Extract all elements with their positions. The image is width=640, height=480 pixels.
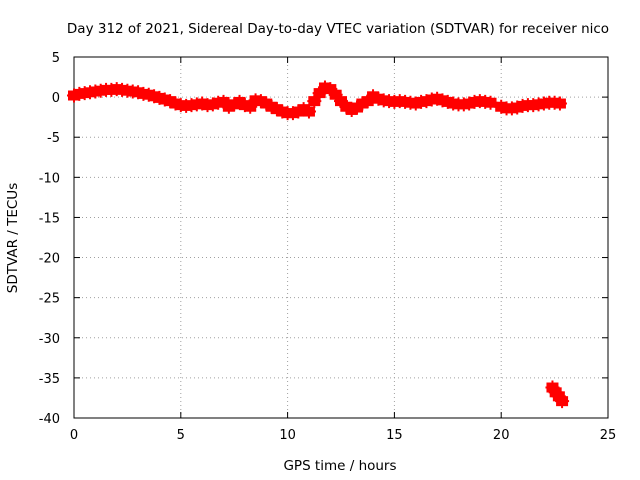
y-tick-label: -20 <box>39 252 60 267</box>
x-tick-label: 5 <box>177 428 185 443</box>
x-tick-label: 25 <box>600 428 617 443</box>
x-tick-label: 20 <box>493 428 510 443</box>
x-tick-label: 15 <box>386 428 403 443</box>
y-tick-label: -10 <box>39 171 60 186</box>
chart-title: Day 312 of 2021, Sidereal Day-to-day VTE… <box>67 21 609 37</box>
y-tick-label: -5 <box>47 131 60 146</box>
y-tick-label: -40 <box>39 412 60 427</box>
plot-frame <box>73 56 609 419</box>
data-point <box>552 96 567 111</box>
x-tick-label: 10 <box>279 428 296 443</box>
data-point <box>301 104 316 119</box>
y-tick-label: -35 <box>39 372 60 387</box>
y-tick-label: 5 <box>52 51 60 66</box>
axis-ticks: 0 5 10 15 20 25 5 0 -5 -10 -15 -20 -25 -30 -35 -40 <box>39 51 617 443</box>
data-point <box>555 394 570 409</box>
y-axis-label: SDTVAR / TECUs <box>5 183 21 293</box>
x-tick-label: 0 <box>70 428 78 443</box>
y-tick-label: 0 <box>52 91 60 106</box>
y-tick-label: -15 <box>39 211 60 226</box>
y-tick-label: -25 <box>39 292 60 307</box>
data-point <box>483 95 498 110</box>
x-axis-label: GPS time / hours <box>283 458 396 474</box>
y-tick-label: -30 <box>39 332 60 347</box>
data-points <box>67 80 570 409</box>
